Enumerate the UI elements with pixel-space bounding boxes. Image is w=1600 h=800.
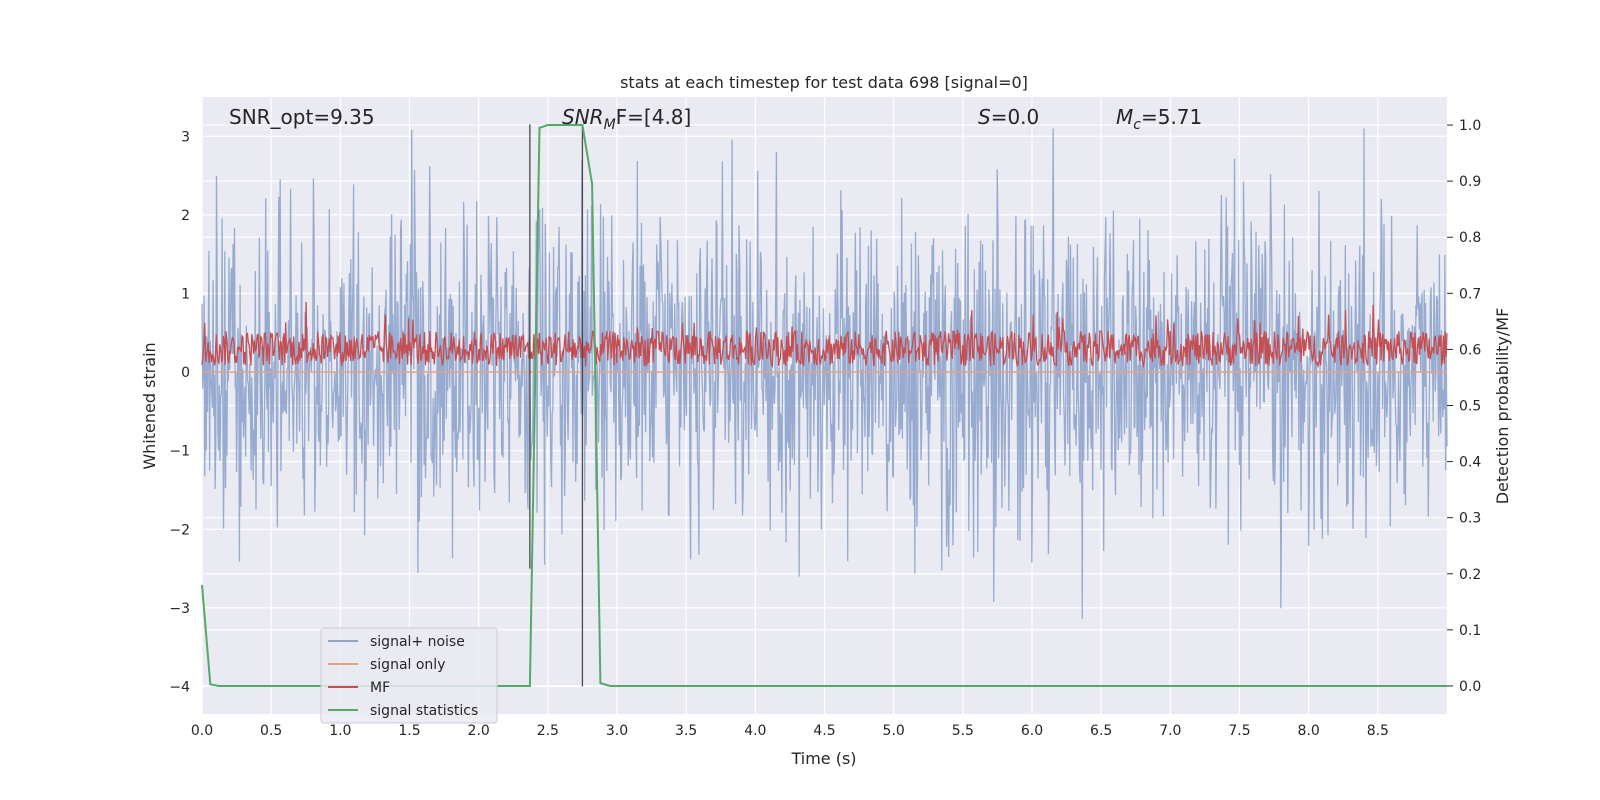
annotation-snr-opt: SNR_opt=9.35 [229,105,375,129]
right-tick-label: 0.7 [1459,286,1481,302]
annotation-snr-mf-italic: SNR [562,105,604,129]
right-tick-label: 0.2 [1459,567,1481,583]
annotation-mc-sub: c [1133,117,1141,133]
y-tick-label: 1 [181,286,190,302]
legend-label-signal-statistics: signal statistics [370,703,478,719]
mf-series [201,301,1448,369]
x-tick-label: 7.0 [1159,723,1181,739]
legend-label-mf: MF [370,680,390,696]
x-tick-label: 1.5 [398,723,420,739]
x-axis-ticks: 0.0 0.5 1.0 1.5 2.0 2.5 3.0 3.5 4.0 4.5 5.0 5.5 6.0 6… [191,723,1389,739]
x-tick-label: 8.5 [1367,723,1389,739]
right-tick-label: 1.0 [1459,118,1481,134]
legend-box [320,627,498,724]
right-tick-label: 0.6 [1459,342,1481,358]
y-axis-label: Whitened strain [140,342,159,469]
x-tick-label: 7.5 [1228,723,1250,739]
right-tick-label: 0.9 [1459,174,1481,190]
chart-title: stats at each timestep for test data 698… [620,73,1028,92]
x-tick-label: 2.0 [468,723,490,739]
mf-line [201,301,1448,369]
y-tick-label: 0 [181,365,190,381]
signal-statistics-series [201,124,1447,687]
x-axis-label: Time (s) [790,749,856,768]
right-tick-label: 0.0 [1459,679,1481,695]
right-tick-label: 0.3 [1459,511,1481,527]
x-tick-label: 6.0 [1021,723,1043,739]
right-tick-label: 0.1 [1459,623,1481,639]
right-axis-label: Detection probability/MF [1493,308,1512,505]
x-tick-label: 8.0 [1298,723,1320,739]
x-tick-label: 4.5 [813,723,835,739]
legend-label-signal-only: signal only [370,657,445,673]
right-tick-label: 0.5 [1459,399,1481,415]
x-tick-label: 0.0 [191,723,213,739]
annotation-mc-italic: M [1116,105,1133,129]
x-tick-label: 3.0 [606,723,628,739]
y-tick-label: −3 [169,601,190,617]
signal-statistics-line [201,124,1447,687]
y-tick-label: 2 [181,208,190,224]
y-tick-label: −4 [169,679,190,695]
annotation-s: S=0.0 [978,105,1039,129]
y-axis-ticks: 3 2 1 0 −1 −2 −3 −4 [169,129,190,695]
x-tick-label: 1.0 [329,723,351,739]
annotation-snr-mf-rest: F=[4.8] [616,105,692,129]
legend: signal+ noise signal only MF signal stat… [320,627,498,724]
y-tick-label: 3 [181,129,190,145]
annotation-s-italic: S [978,105,991,129]
x-tick-label: 0.5 [260,723,282,739]
annotation-snr-mf-sub: M [604,117,616,133]
annotation-mc: Mc=5.71 [1116,105,1202,133]
annotation-mc-rest: =5.71 [1141,105,1202,129]
x-tick-label: 4.0 [744,723,766,739]
annotation-snr-mf: SNRMF=[4.8] [562,105,691,133]
y-tick-label: −2 [169,522,190,538]
right-axis-ticks: 1.0 0.9 0.8 0.7 0.6 0.5 0.4 0.3 0.2 0.1 0.0 [1447,118,1481,695]
x-tick-label: 6.5 [1090,723,1112,739]
annotation-s-rest: =0.0 [991,105,1040,129]
x-tick-label: 5.0 [883,723,905,739]
y-tick-label: −1 [169,444,190,460]
legend-label-signal-noise: signal+ noise [370,634,465,650]
vertical-markers [529,124,584,687]
right-tick-label: 0.4 [1459,455,1481,471]
x-tick-label: 5.5 [952,723,974,739]
right-tick-label: 0.8 [1459,230,1481,246]
x-tick-label: 3.5 [675,723,697,739]
x-tick-label: 2.5 [537,723,559,739]
